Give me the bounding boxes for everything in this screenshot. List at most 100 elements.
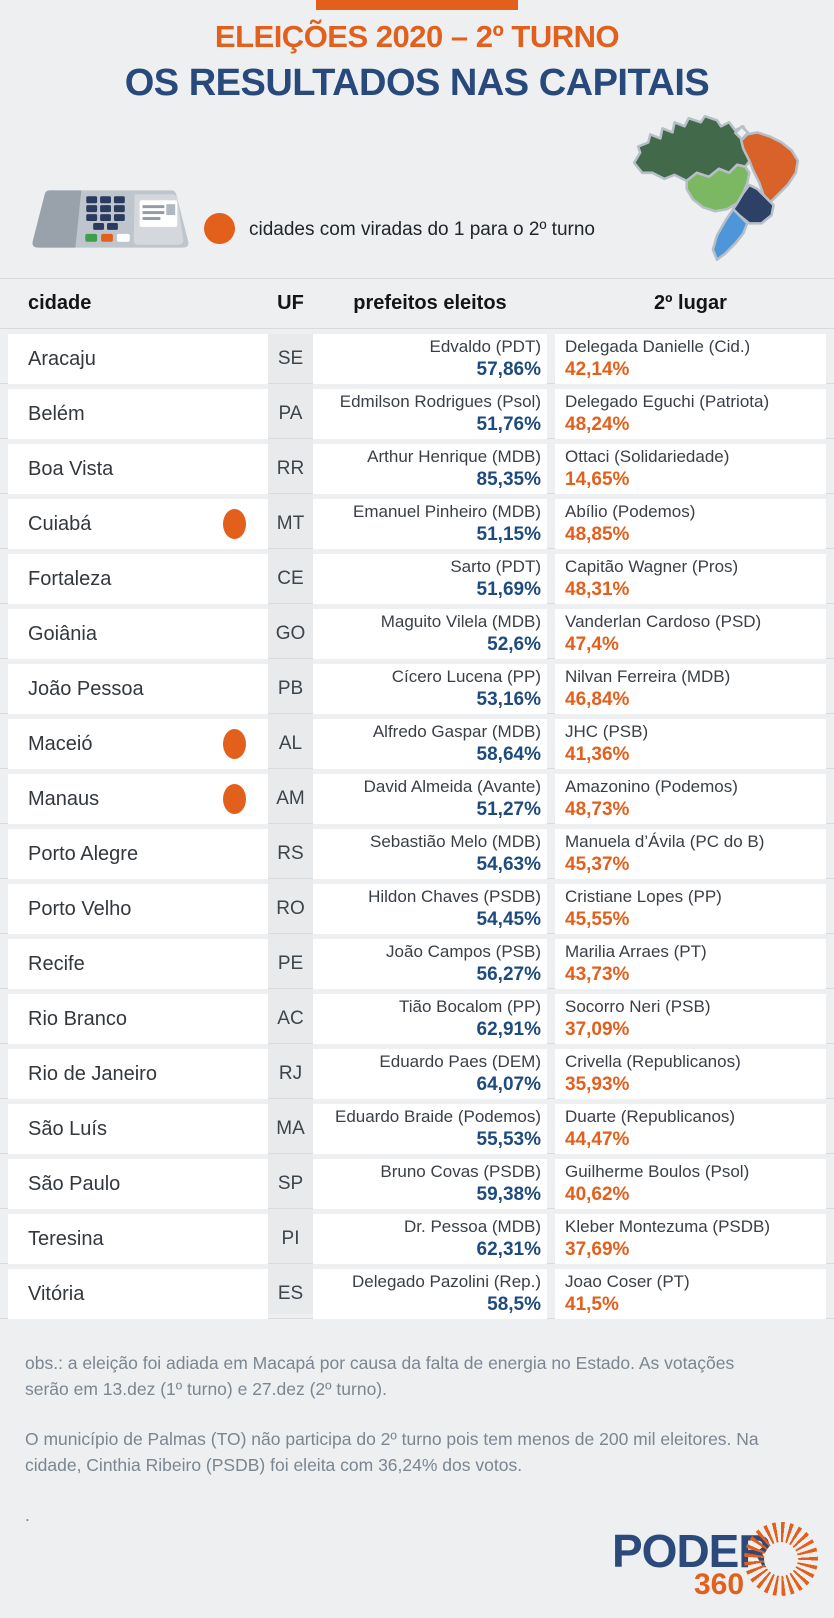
map-region-northeast [739,131,800,205]
footnote-macapa: obs.: a eleição foi adiada em Macapá por… [25,1353,735,1399]
table-row: Vitória ES Delegado Pazolini (Rep.) 58,5… [0,1269,834,1319]
runnerup-pct: 42,14% [565,359,630,380]
footnote-dot: . [25,1505,30,1525]
elected-pct: 51,27% [476,799,541,820]
uf-code: RO [276,898,305,919]
runnerup-pct: 35,93% [565,1074,630,1095]
runnerup-name: Manuela d’Ávila (PC do B) [565,832,765,851]
elected-pct: 51,76% [476,414,541,435]
runnerup-name: Ottaci (Solidariedade) [565,447,730,466]
city-name: Goiânia [28,622,97,645]
elected-name: Edmilson Rodrigues (Psol) [339,392,541,411]
city-name: Manaus [28,787,100,810]
uf-code: ES [277,1283,304,1304]
city-name: Maceió [28,732,93,755]
elected-pct: 52,6% [487,634,541,655]
table-row: São Paulo SP Bruno Covas (PSDB) 59,38% G… [0,1159,834,1209]
uf-code: PI [281,1228,300,1249]
elected-name: Maguito Vilela (MDB) [380,612,541,631]
uf-code: SE [277,348,304,369]
uf-code: PB [277,678,304,699]
results-table-body: Aracaju SE Edvaldo (PDT) 57,86% Delegada… [0,334,834,1319]
table-row: Teresina PI Dr. Pessoa (MDB) 62,31% Kleb… [0,1214,834,1264]
footnotes: obs.: a eleição foi adiada em Macapá por… [25,1350,765,1528]
runnerup-pct: 48,85% [565,524,630,545]
runnerup-pct: 44,47% [565,1129,630,1150]
uf-code: PA [278,403,303,424]
flip-turnaround-dot [223,729,246,759]
uf-code: GO [275,623,306,644]
runnerup-name: Crivella (Republicanos) [565,1052,741,1071]
runnerup-name: Vanderlan Cardoso (PSD) [565,612,762,631]
runnerup-name: Joao Coser (PT) [565,1272,690,1291]
turnaround-legend-label: cidades com viradas do 1 para o 2º turno [249,219,595,240]
brazil-map-icon [632,114,800,261]
flip-turnaround-dot [223,509,246,539]
city-name: Rio Branco [28,1007,127,1030]
city-name: Vitória [28,1282,85,1305]
table-row: Cuiabá MT Emanuel Pinheiro (MDB) 51,15% … [0,499,834,549]
uf-code: RJ [278,1063,303,1084]
table-row: São Luís MA Eduardo Braide (Podemos) 55,… [0,1104,834,1154]
runnerup-name: JHC (PSB) [565,722,649,741]
uf-code: MA [276,1118,305,1139]
sunburst-icon [744,1522,818,1596]
runnerup-pct: 47,4% [565,634,619,655]
runnerup-pct: 14,65% [565,469,630,490]
city-name: Fortaleza [28,567,112,590]
elected-name: Eduardo Paes (DEM) [379,1052,541,1071]
uf-code: RS [277,843,304,864]
runnerup-pct: 41,36% [565,744,630,765]
table-row: Fortaleza CE Sarto (PDT) 51,69% Capitão … [0,554,834,604]
runnerup-pct: 48,31% [565,579,630,600]
elected-pct: 85,35% [476,469,541,490]
table-row: Rio de Janeiro RJ Eduardo Paes (DEM) 64,… [0,1049,834,1099]
elected-pct: 62,91% [476,1019,541,1040]
table-row: Porto Alegre RS Sebastião Melo (MDB) 54,… [0,829,834,879]
city-name: Recife [28,952,85,975]
city-name: Aracaju [28,347,96,370]
runnerup-pct: 46,84% [565,689,630,710]
table-row: Aracaju SE Edvaldo (PDT) 57,86% Delegada… [0,334,834,384]
column-header-runnerup: 2º lugar [654,292,727,314]
kicker: ELEIÇÕES 2020 – 2º TURNO [214,19,620,54]
runnerup-name: Capitão Wagner (Pros) [565,557,739,576]
elected-pct: 54,63% [476,854,541,875]
runnerup-name: Delegada Danielle (Cid.) [565,337,751,356]
table-row: Boa Vista RR Arthur Henrique (MDB) 85,35… [0,444,834,494]
runnerup-pct: 48,73% [565,799,630,820]
elected-pct: 58,64% [476,744,541,765]
uf-code: RR [276,458,305,479]
flip-turnaround-dot [223,784,246,814]
runnerup-name: Kleber Montezuma (PSDB) [565,1217,771,1236]
runnerup-pct: 37,69% [565,1239,630,1260]
runnerup-pct: 37,09% [565,1019,630,1040]
elected-pct: 51,69% [476,579,541,600]
runnerup-name: Guilherme Boulos (Psol) [565,1162,750,1181]
elected-name: Hildon Chaves (PSDB) [368,887,541,906]
runnerup-name: Nilvan Ferreira (MDB) [565,667,731,686]
uf-code: AC [277,1008,304,1029]
table-row: Belém PA Edmilson Rodrigues (Psol) 51,76… [0,389,834,439]
table-row: Manaus AM David Almeida (Avante) 51,27% … [0,774,834,824]
runnerup-name: Socorro Neri (PSB) [565,997,711,1016]
elected-pct: 62,31% [476,1239,541,1260]
table-row: Recife PE João Campos (PSB) 56,27% Maril… [0,939,834,989]
uf-code: SP [277,1173,304,1194]
table-row: Goiânia GO Maguito Vilela (MDB) 52,6% Va… [0,609,834,659]
runnerup-pct: 45,55% [565,909,630,930]
ballot-machine-icon [32,190,189,248]
elected-name: Bruno Covas (PSDB) [380,1162,541,1181]
table-row: João Pessoa PB Cícero Lucena (PP) 53,16%… [0,664,834,714]
elected-pct: 59,38% [476,1184,541,1205]
runnerup-name: Marilia Arraes (PT) [565,942,707,961]
elected-pct: 53,16% [476,689,541,710]
elected-name: Arthur Henrique (MDB) [367,447,541,466]
poder360-logo: PODER 360 [0,1522,834,1602]
elected-name: Dr. Pessoa (MDB) [404,1217,541,1236]
city-name: Belém [28,402,85,425]
elected-name: Tião Bocalom (PP) [398,997,541,1016]
elected-name: David Almeida (Avante) [363,777,541,796]
elected-pct: 54,45% [476,909,541,930]
runnerup-pct: 45,37% [565,854,630,875]
